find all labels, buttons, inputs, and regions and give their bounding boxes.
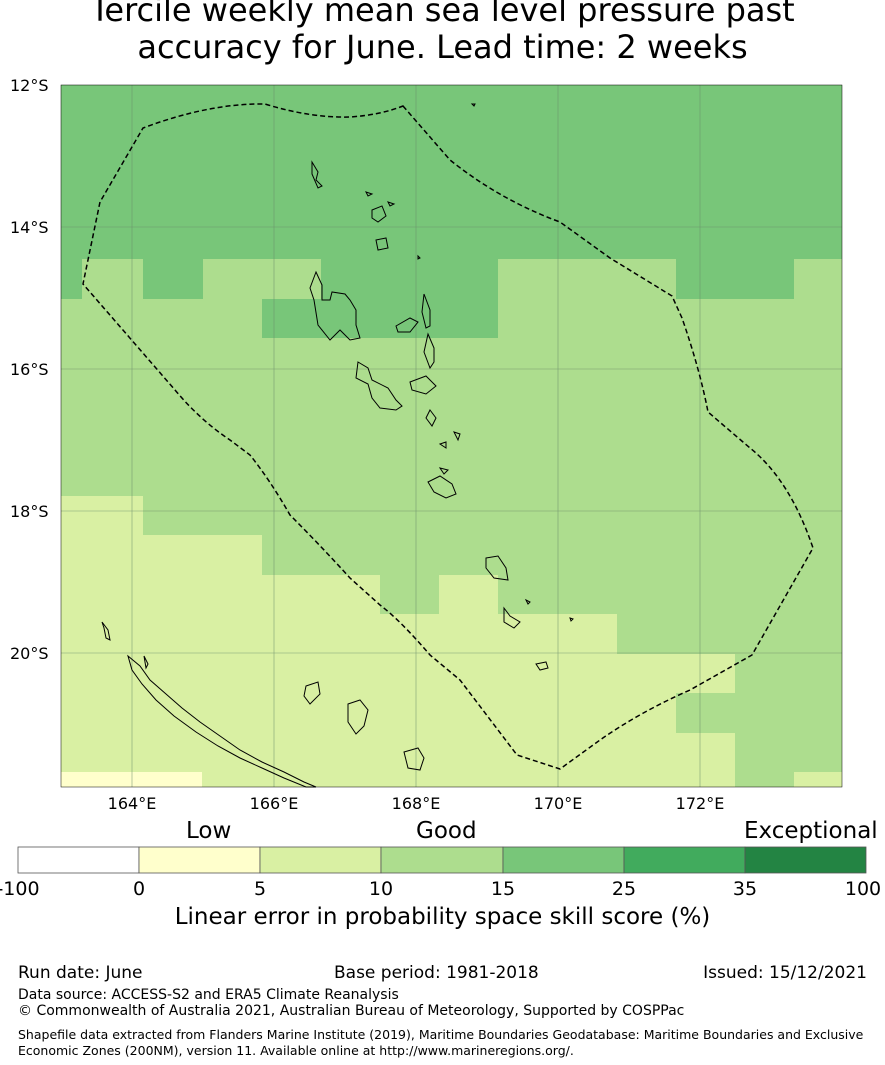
skill-cell-10: [61, 496, 735, 787]
shapefile-credit-1: Shapefile data extracted from Flanders M…: [18, 1027, 864, 1042]
island-malekula: [355, 361, 403, 411]
island-epi: [425, 409, 437, 427]
island-erromango: [485, 555, 509, 581]
colorbar-swatch: [744, 846, 867, 874]
skill-cell-15: [676, 693, 735, 733]
island-small-6: [143, 655, 149, 670]
lon-label-172e: 172°E: [676, 794, 725, 813]
island-small-4: [438, 467, 449, 475]
lat-label-16s: 16°S: [10, 360, 49, 379]
skill-cell-5: [61, 772, 202, 787]
island-maewo: [423, 332, 435, 370]
lon-labels: 164°E 166°E 168°E 170°E 172°E: [108, 794, 725, 813]
skill-cell-25: [61, 85, 842, 259]
lat-label-18s: 18°S: [10, 502, 49, 521]
colorbar-swatch: [502, 846, 625, 874]
island-pentecost: [421, 293, 431, 329]
island-small-7: [470, 103, 476, 107]
lat-label-14s: 14°S: [10, 218, 49, 237]
shapefile-credit-2: Economic Zones (200NM), version 11. Avai…: [18, 1043, 574, 1058]
island-espiritu-santo: [309, 270, 361, 341]
colorbar-swatch: [380, 846, 504, 874]
island-small-10: [569, 617, 574, 622]
skill-cell-25: [321, 259, 498, 299]
colorbar-swatch: [138, 846, 261, 874]
colorbar-swatch: [259, 846, 382, 874]
gridlines: [61, 85, 842, 787]
colorbar-tick-label: 100: [845, 878, 881, 900]
islands: [101, 103, 574, 788]
colorbar: -100 0 5 10 15 25 35 100: [0, 846, 881, 900]
island-aneityum: [535, 661, 549, 671]
skill-cell-25: [676, 259, 794, 299]
lon-label-166e: 166°E: [250, 794, 299, 813]
island-ambrym: [409, 375, 437, 395]
skill-map: 12°S 14°S 16°S 18°S 20°S 164°E 166°E 168…: [10, 76, 843, 813]
lon-label-170e: 170°E: [534, 794, 583, 813]
colorbar-swatch: [17, 846, 140, 874]
island-small-8: [417, 254, 421, 260]
skill-cell-10: [794, 772, 842, 787]
skill-cell-25: [143, 259, 203, 299]
island-ambae: [395, 317, 419, 333]
issued-date: Issued: 15/12/2021: [703, 963, 867, 983]
island-torres: [311, 160, 323, 189]
island-vanua-lava: [371, 205, 387, 223]
colorbar-swatches: [17, 846, 867, 874]
colorbar-category-exceptional: Exceptional: [744, 818, 878, 844]
base-period: Base period: 1981-2018: [334, 963, 539, 983]
colorbar-category-low: Low: [186, 818, 232, 844]
colorbar-tick-label: 25: [612, 878, 636, 900]
skill-cell-15: [735, 654, 842, 787]
colorbar-ticks: -100 0 5 10 15 25 35 100: [0, 878, 881, 900]
island-tanna: [503, 606, 521, 629]
colorbar-category-good: Good: [416, 818, 477, 844]
skill-cell-25: [61, 259, 82, 299]
lon-label-168e: 168°E: [392, 794, 441, 813]
island-small-9: [524, 598, 531, 605]
lat-label-12s: 12°S: [10, 76, 49, 95]
colorbar-tick-label: 15: [491, 878, 515, 900]
skill-cell-25: [262, 299, 380, 338]
run-date: Run date: June: [18, 963, 143, 983]
island-gaua: [375, 237, 389, 251]
island-small-5: [453, 431, 461, 442]
island-small-3: [438, 441, 447, 449]
colorbar-swatch: [623, 846, 746, 874]
colorbar-tick-label: -100: [0, 878, 40, 900]
island-loyalty-lifou: [347, 699, 369, 735]
data-source: Data source: ACCESS-S2 and ERA5 Climate …: [18, 987, 399, 1003]
skill-cells: [61, 85, 842, 787]
map-title: Tercile weekly mean sea level pressure p…: [0, 0, 885, 66]
island-loyalty-mare: [403, 747, 425, 771]
map-frame: [60, 84, 843, 788]
colorbar-tick-label: 5: [254, 878, 266, 900]
island-efate: [427, 475, 457, 499]
colorbar-tick-label: 0: [133, 878, 145, 900]
island-loyalty-ouvea: [303, 681, 321, 705]
island-small-1: [365, 191, 374, 197]
title-line-1: Tercile weekly mean sea level pressure p…: [90, 0, 795, 29]
island-belep: [101, 621, 111, 641]
lat-label-20s: 20°S: [10, 644, 49, 663]
lat-labels: 12°S 14°S 16°S 18°S 20°S: [10, 76, 49, 663]
copyright: © Commonwealth of Australia 2021, Austra…: [18, 1003, 685, 1019]
lon-label-164e: 164°E: [108, 794, 157, 813]
island-small-2: [387, 201, 396, 207]
colorbar-tick-label: 35: [733, 878, 757, 900]
colorbar-title: Linear error in probability space skill …: [174, 904, 711, 930]
colorbar-tick-label: 10: [369, 878, 393, 900]
title-line-2: accuracy for June. Lead time: 2 weeks: [137, 28, 748, 66]
eez-boundary: [82, 103, 814, 770]
